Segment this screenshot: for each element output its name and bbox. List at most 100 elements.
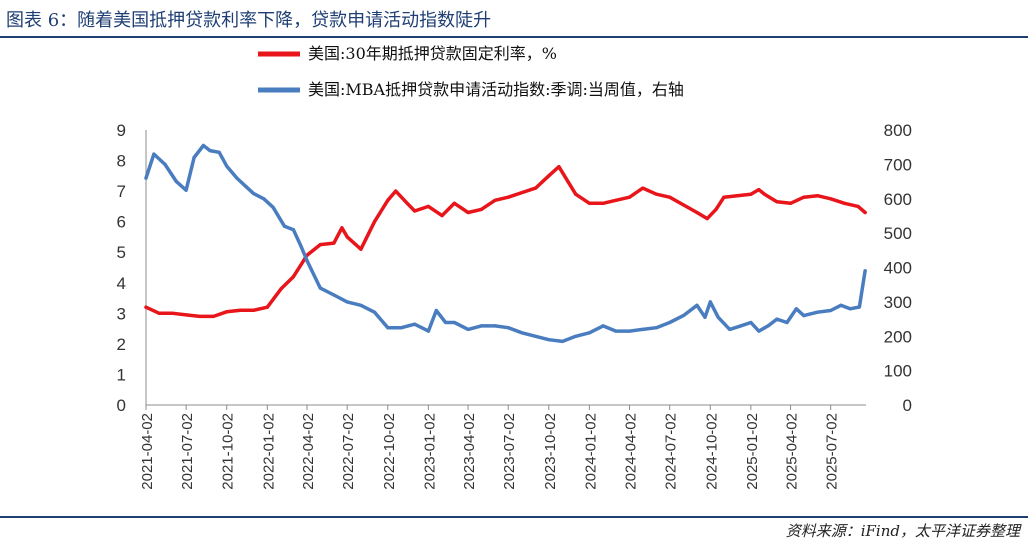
mba-point — [708, 300, 712, 304]
rate-point — [735, 194, 739, 198]
rate-point — [557, 165, 561, 169]
mba-point — [574, 334, 578, 338]
rate-point — [405, 201, 409, 205]
rate-point — [452, 201, 456, 205]
rate-point — [534, 186, 538, 190]
left-axis-ticks: 0 1 2 3 4 5 6 7 8 9 — [117, 121, 126, 415]
figure-title: 图表 6：随着美国抵押贷款利率下降，贷款申请活动指数陡升 — [6, 10, 492, 31]
mba-point — [318, 286, 322, 290]
right-tick-label: 600 — [884, 190, 912, 209]
rate-point — [547, 174, 551, 178]
rate-point — [705, 217, 709, 221]
rate-point — [587, 201, 592, 205]
mba-point — [444, 320, 448, 325]
axes — [145, 130, 866, 406]
mba-point — [244, 185, 248, 189]
x-tick-label: 2023-01-02 — [421, 413, 438, 490]
rate-point — [775, 200, 779, 204]
mba-point — [434, 308, 438, 313]
rate-point — [641, 186, 645, 190]
rate-point — [479, 207, 483, 211]
rate-point — [238, 308, 242, 312]
rate-point — [749, 192, 753, 196]
rate-point — [157, 311, 161, 315]
x-tick-label: 2022-01-02 — [260, 413, 277, 490]
left-tick-label: 3 — [117, 304, 126, 323]
rate-point — [340, 226, 344, 230]
rate-point — [506, 195, 510, 199]
mba-point — [749, 320, 753, 325]
legend-label-rate: 美国:30年期抵押贷款固定利率，% — [308, 44, 557, 63]
mba-point — [493, 324, 497, 328]
mba-point — [815, 310, 820, 314]
x-tick-label: 2025-01-02 — [744, 413, 761, 490]
mba-point — [201, 143, 205, 148]
mba-point — [739, 324, 743, 328]
x-tick-label: 2021-07-02 — [179, 413, 196, 490]
right-tick-label: 700 — [884, 155, 912, 174]
rate-point — [681, 203, 686, 207]
mba-point — [192, 155, 196, 160]
rate-point — [829, 197, 833, 201]
mba-point — [829, 308, 833, 313]
right-tick-label: 0 — [903, 396, 912, 415]
left-tick-label: 4 — [117, 274, 126, 293]
x-tick-label: 2024-10-02 — [703, 413, 720, 490]
rate-point — [279, 287, 283, 291]
left-tick-label: 7 — [117, 182, 126, 201]
mba-point — [359, 303, 363, 307]
mba-point — [506, 326, 510, 330]
right-tick-label: 500 — [884, 224, 912, 243]
mba-point — [452, 320, 456, 325]
mba-point — [757, 329, 761, 333]
series-line-mortgage-rate — [144, 164, 867, 319]
left-tick-label: 5 — [117, 243, 126, 262]
left-tick-label: 0 — [117, 396, 126, 415]
mba-point — [627, 329, 632, 333]
x-tick-label: 2024-07-02 — [663, 413, 680, 490]
mba-point — [291, 228, 295, 232]
mba-point — [848, 307, 852, 311]
rate-point — [815, 194, 820, 198]
x-tick-label: 2024-01-02 — [582, 413, 599, 490]
rate-point — [714, 207, 718, 211]
rate-point — [440, 214, 444, 218]
mba-point — [305, 259, 309, 263]
rate-point — [695, 210, 699, 215]
left-tick-label: 9 — [117, 121, 126, 140]
rate-point — [668, 195, 672, 199]
rate-point — [225, 310, 229, 314]
mba-point — [174, 180, 178, 184]
rate-point — [372, 220, 377, 224]
mba-point — [152, 152, 156, 156]
rate-point — [144, 305, 148, 309]
mba-point — [547, 338, 551, 342]
mba-point — [785, 320, 789, 325]
mba-point — [668, 320, 672, 325]
mba-point — [225, 164, 229, 168]
rate-point — [394, 189, 398, 193]
rate-point — [614, 198, 618, 202]
rate-point — [359, 247, 363, 251]
rate-point — [291, 275, 295, 279]
mba-point — [184, 188, 188, 192]
mba-point — [654, 326, 659, 330]
mba-point — [614, 329, 618, 333]
mba-point — [399, 326, 403, 330]
mba-point — [520, 331, 524, 335]
mba-point — [863, 269, 867, 273]
x-tick-label: 2021-04-02 — [139, 413, 156, 490]
rate-point — [566, 180, 570, 184]
mba-point — [163, 162, 167, 166]
rate-point — [184, 313, 188, 317]
right-tick-label: 100 — [884, 362, 912, 381]
mba-point — [681, 314, 686, 318]
right-axis-ticks: 0 100 200 300 400 500 600 700 800 — [884, 121, 912, 415]
right-tick-label: 300 — [884, 293, 912, 312]
points-mortgage-rate — [144, 165, 867, 318]
rate-point — [265, 305, 269, 309]
mba-point — [271, 205, 275, 209]
rate-point — [520, 191, 524, 195]
mba-point — [766, 324, 770, 328]
rate-point — [386, 198, 390, 202]
